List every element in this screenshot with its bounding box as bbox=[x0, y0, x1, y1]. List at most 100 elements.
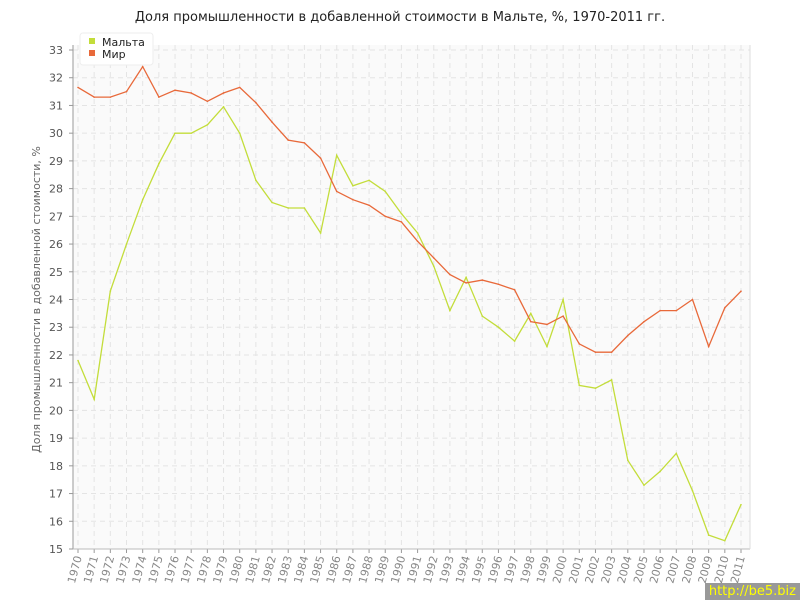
data-point bbox=[352, 198, 354, 201]
data-point bbox=[400, 221, 403, 223]
legend-marker bbox=[89, 38, 95, 44]
y-tick-label: 20 bbox=[49, 404, 63, 417]
y-tick-label: 19 bbox=[49, 432, 63, 445]
data-point bbox=[643, 484, 645, 487]
data-point bbox=[222, 92, 225, 94]
y-tick-label: 27 bbox=[49, 210, 63, 223]
data-point bbox=[222, 106, 225, 108]
data-point bbox=[255, 101, 257, 104]
watermark: http://be5.biz bbox=[704, 583, 800, 600]
y-tick-label: 23 bbox=[49, 321, 63, 334]
data-point bbox=[319, 232, 322, 234]
data-point bbox=[206, 100, 209, 103]
data-point bbox=[287, 207, 290, 209]
data-point bbox=[659, 309, 661, 312]
legend-marker bbox=[89, 50, 95, 56]
data-point bbox=[675, 309, 678, 312]
data-point bbox=[675, 452, 678, 455]
data-point bbox=[432, 265, 435, 268]
data-point bbox=[465, 276, 467, 279]
data-point bbox=[578, 343, 581, 345]
plot-area bbox=[73, 45, 750, 549]
y-tick-label: 24 bbox=[49, 294, 63, 307]
data-point bbox=[627, 334, 629, 337]
data-point bbox=[174, 89, 176, 91]
data-point bbox=[707, 345, 710, 348]
series-line-0 bbox=[77, 105, 742, 542]
legend-label: Мир bbox=[102, 48, 126, 61]
data-point bbox=[158, 96, 160, 98]
data-point bbox=[238, 132, 241, 134]
y-tick-label: 21 bbox=[49, 377, 63, 390]
data-point bbox=[303, 142, 306, 144]
data-point bbox=[384, 190, 387, 193]
data-point bbox=[206, 124, 209, 126]
data-point bbox=[352, 185, 354, 187]
data-point bbox=[125, 243, 128, 245]
data-point bbox=[335, 190, 338, 193]
data-point bbox=[109, 96, 112, 98]
data-point bbox=[125, 90, 128, 93]
data-point bbox=[319, 157, 322, 159]
data-point bbox=[740, 290, 742, 292]
chart-title: Доля промышленности в добавленной стоимо… bbox=[134, 10, 666, 25]
data-point bbox=[141, 198, 144, 201]
data-point bbox=[93, 398, 95, 401]
y-tick-label: 30 bbox=[49, 127, 63, 140]
data-point bbox=[449, 273, 451, 276]
data-point bbox=[546, 323, 548, 326]
legend-box bbox=[79, 32, 154, 66]
legend-label: Мальта bbox=[102, 36, 145, 49]
y-tick-label: 26 bbox=[49, 238, 63, 251]
data-point bbox=[707, 534, 710, 536]
series-line-1 bbox=[77, 65, 742, 353]
data-point bbox=[578, 384, 581, 387]
data-point bbox=[93, 96, 95, 98]
data-point bbox=[77, 359, 79, 362]
data-point bbox=[610, 351, 613, 353]
data-point bbox=[174, 132, 176, 134]
data-point bbox=[416, 240, 419, 243]
data-point bbox=[691, 298, 694, 301]
data-point bbox=[190, 92, 192, 94]
data-point bbox=[724, 539, 726, 542]
data-point bbox=[481, 315, 484, 317]
data-point bbox=[497, 283, 500, 286]
data-point bbox=[400, 212, 403, 215]
y-tick-label: 25 bbox=[49, 266, 63, 279]
y-tick-label: 15 bbox=[49, 543, 63, 556]
data-point bbox=[594, 351, 597, 353]
y-tick-label: 22 bbox=[49, 349, 63, 362]
data-point bbox=[594, 387, 597, 390]
data-point bbox=[610, 379, 613, 381]
data-point bbox=[481, 279, 484, 281]
data-point bbox=[529, 312, 532, 315]
data-point bbox=[465, 282, 467, 284]
data-point bbox=[529, 320, 532, 323]
data-point bbox=[271, 121, 273, 123]
data-point bbox=[740, 503, 742, 506]
data-point bbox=[303, 207, 306, 209]
data-point bbox=[141, 65, 144, 68]
data-point bbox=[158, 162, 160, 165]
data-point bbox=[562, 315, 564, 317]
data-point bbox=[659, 470, 661, 473]
data-point bbox=[77, 86, 79, 89]
y-tick-label: 18 bbox=[49, 460, 63, 473]
data-point bbox=[255, 179, 257, 182]
data-point bbox=[724, 307, 726, 309]
data-point bbox=[691, 489, 694, 492]
y-axis-label: Доля промышленности в добавленной стоимо… bbox=[30, 146, 43, 453]
data-point bbox=[513, 288, 516, 291]
data-point bbox=[109, 290, 112, 292]
y-tick-label: 33 bbox=[49, 44, 63, 57]
data-point bbox=[287, 139, 290, 141]
data-point bbox=[513, 340, 516, 342]
y-tick-label: 29 bbox=[49, 155, 63, 168]
data-point bbox=[368, 204, 370, 207]
data-point bbox=[416, 232, 419, 234]
data-point bbox=[238, 86, 241, 89]
y-tick-label: 28 bbox=[49, 183, 63, 196]
